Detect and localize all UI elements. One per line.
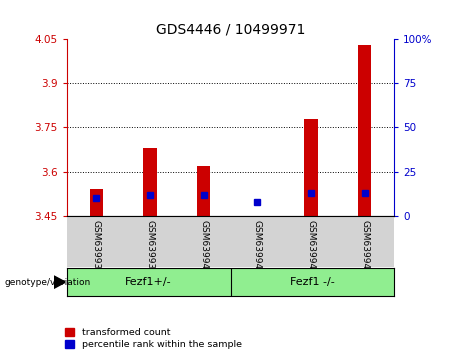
Bar bbox=[304, 119, 318, 216]
Text: GSM639941: GSM639941 bbox=[253, 220, 262, 275]
Bar bbox=[89, 189, 103, 216]
Text: GSM639942: GSM639942 bbox=[307, 220, 315, 275]
Text: Fezf1 -/-: Fezf1 -/- bbox=[290, 277, 335, 287]
Polygon shape bbox=[54, 276, 65, 288]
Text: GSM639938: GSM639938 bbox=[92, 220, 101, 275]
Title: GDS4446 / 10499971: GDS4446 / 10499971 bbox=[156, 22, 305, 36]
Text: GSM639940: GSM639940 bbox=[199, 220, 208, 275]
Legend: transformed count, percentile rank within the sample: transformed count, percentile rank withi… bbox=[65, 328, 242, 349]
Text: genotype/variation: genotype/variation bbox=[5, 278, 91, 287]
Bar bbox=[358, 45, 372, 216]
Text: Fezf1+/-: Fezf1+/- bbox=[125, 277, 172, 287]
Bar bbox=[197, 166, 210, 216]
Text: GSM639939: GSM639939 bbox=[146, 220, 154, 275]
Text: GSM639943: GSM639943 bbox=[360, 220, 369, 275]
Bar bbox=[143, 148, 157, 216]
